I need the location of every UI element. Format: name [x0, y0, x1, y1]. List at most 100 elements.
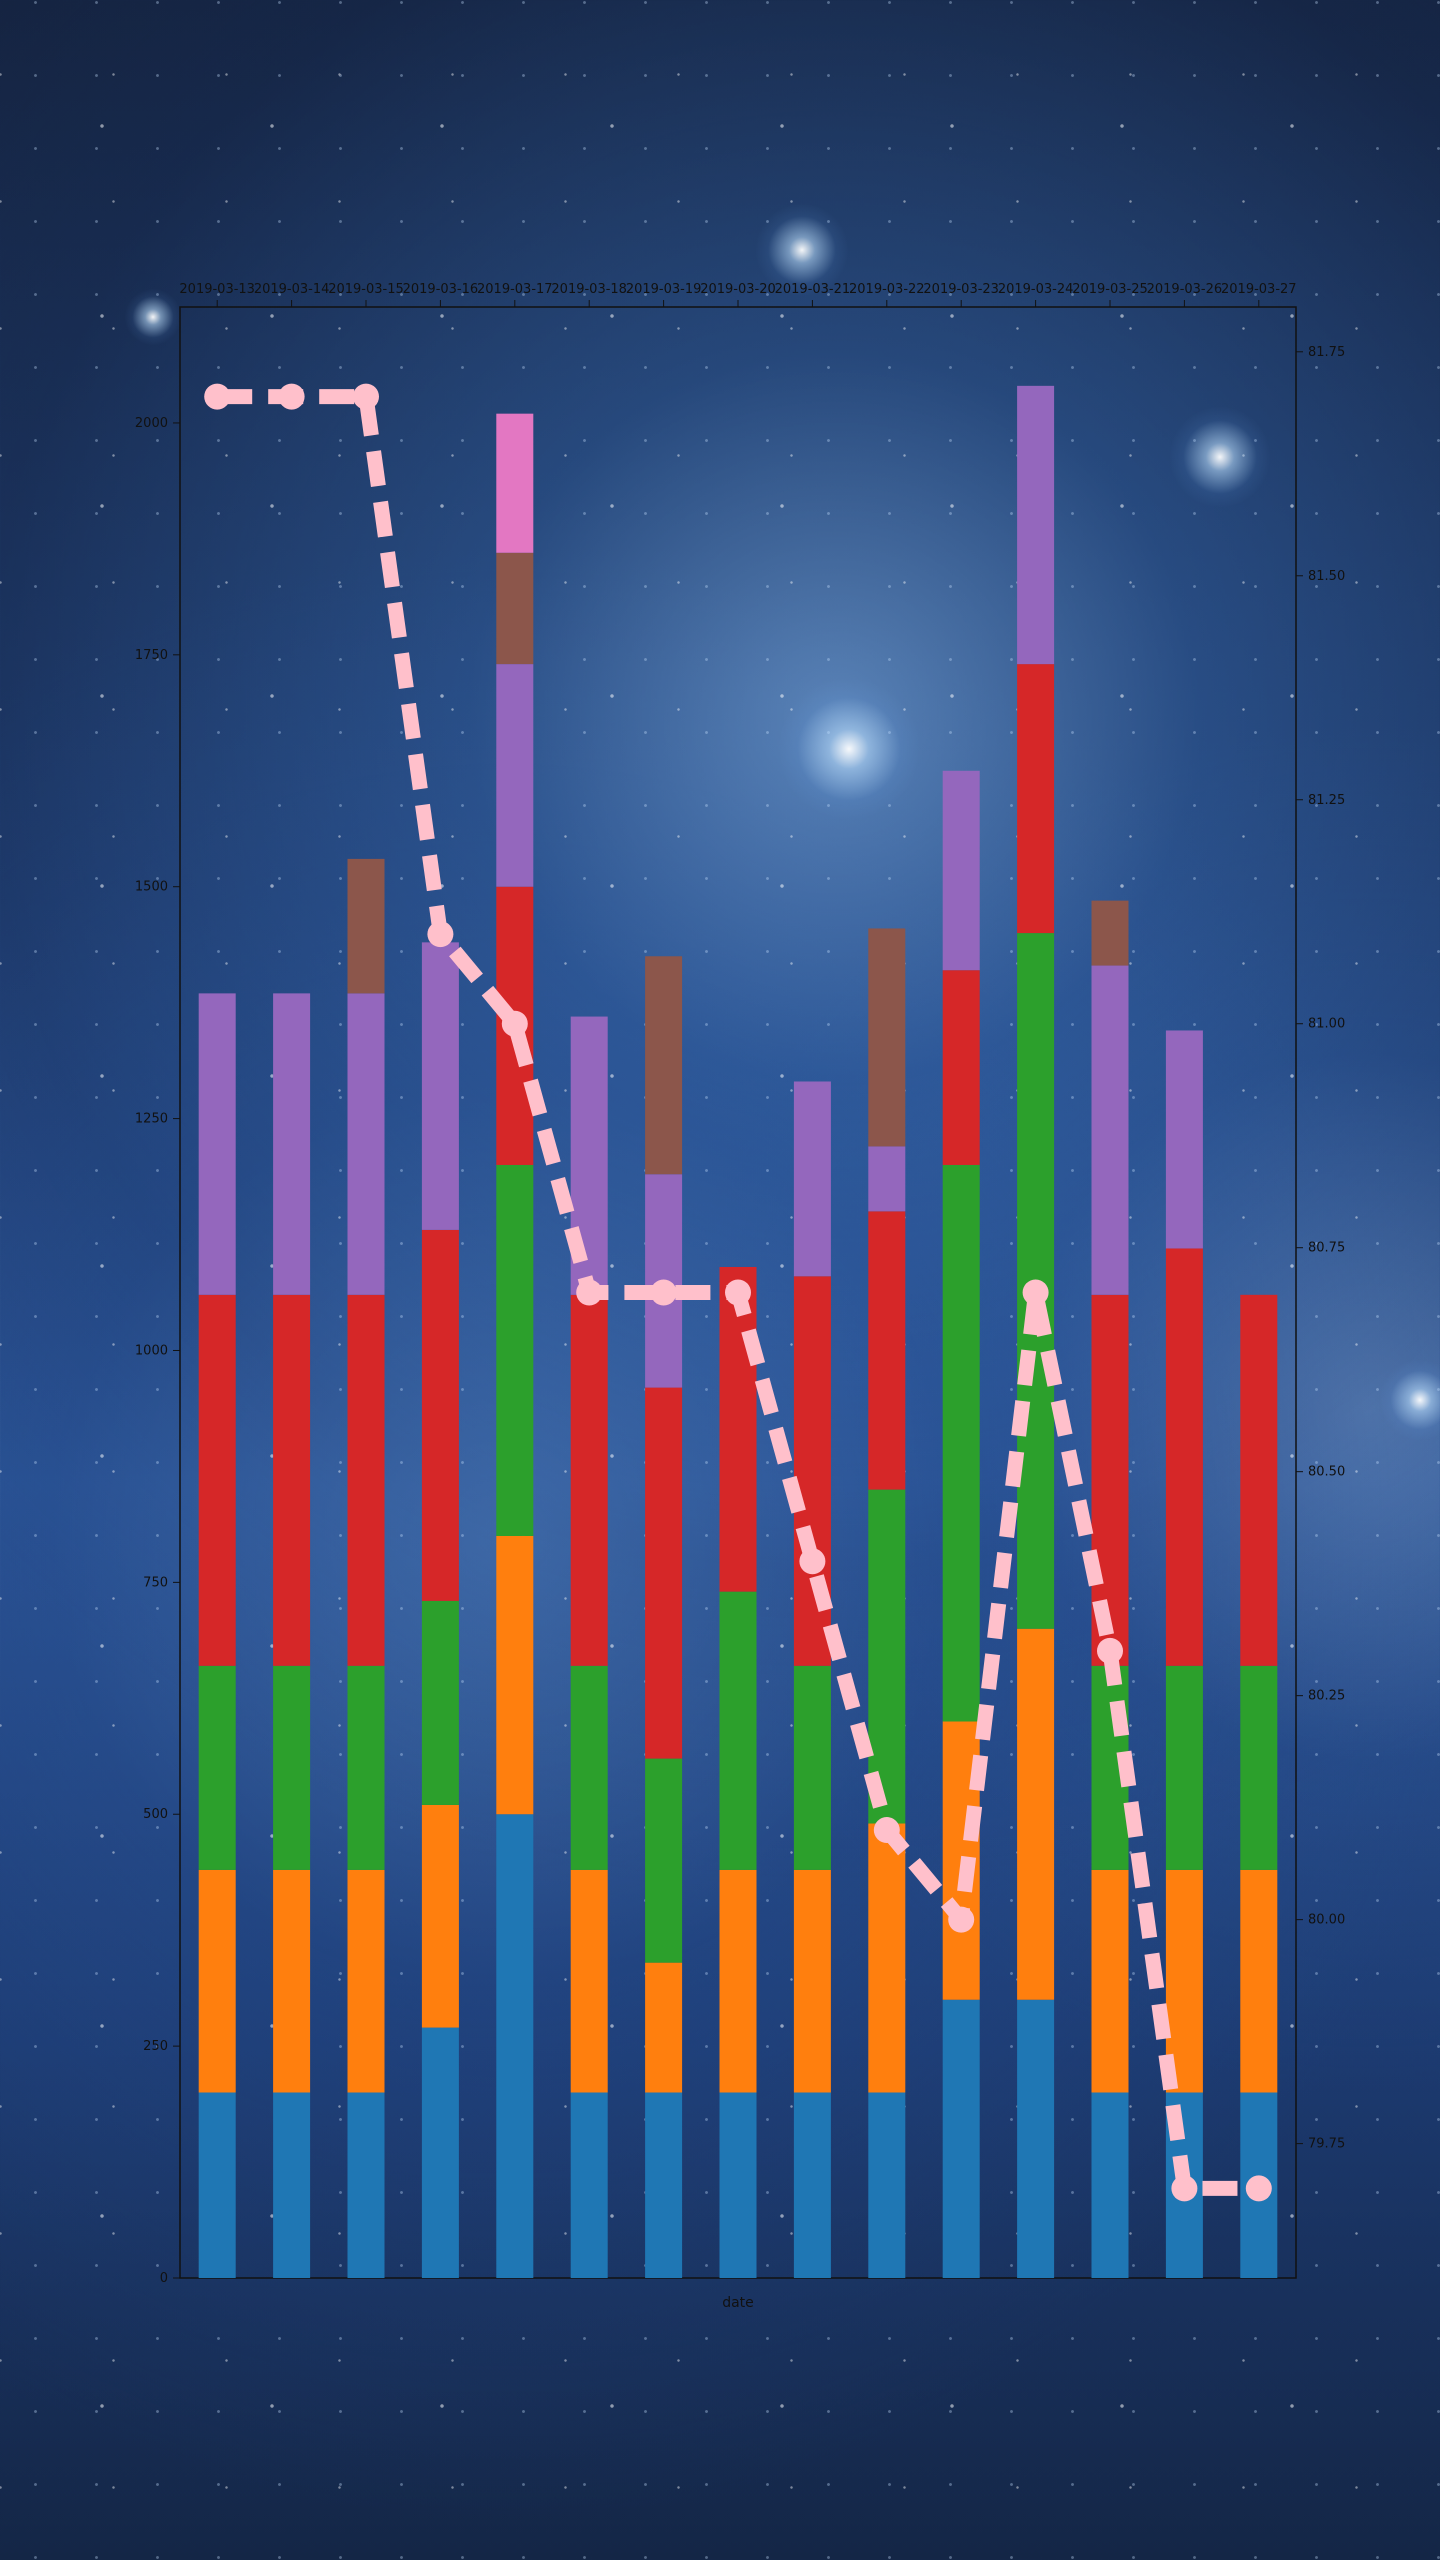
y-tick-label: 2000 — [135, 416, 168, 431]
x-tick-label: 2019-03-17 — [477, 282, 553, 297]
bar-segment — [942, 1164, 980, 1722]
bar-segment — [496, 1814, 534, 2278]
y2-tick-label: 80.00 — [1308, 1913, 1345, 1928]
bar-segment — [1091, 2092, 1129, 2278]
bar-segment — [273, 1665, 311, 1870]
line-point — [427, 921, 454, 948]
line-point — [799, 1548, 826, 1575]
bar-segment — [421, 1600, 459, 1805]
y-tick-label: 1250 — [135, 1112, 168, 1127]
x-tick-label: 2019-03-21 — [775, 282, 851, 297]
bar-segment — [496, 552, 534, 665]
bar-segment — [793, 1665, 831, 1870]
bar-segment — [645, 1758, 683, 1963]
bar-segment — [1017, 664, 1055, 934]
line-point — [1022, 1279, 1049, 1306]
x-tick-label: 2019-03-22 — [849, 282, 925, 297]
bar-segment — [273, 1294, 311, 1666]
bar-segment — [1165, 1030, 1203, 1249]
x-tick-label: 2019-03-13 — [179, 282, 255, 297]
bar-segment — [868, 1489, 906, 1824]
bar-segment — [198, 993, 236, 1295]
bar-segment — [719, 2092, 757, 2278]
bar-segment — [645, 1387, 683, 1759]
line-point — [873, 1817, 900, 1844]
y-tick-label: 750 — [143, 1575, 168, 1590]
bar-segment — [570, 1294, 608, 1666]
y2-tick-label: 80.75 — [1308, 1241, 1345, 1256]
bar-segment — [719, 1266, 757, 1592]
bar-segment — [793, 2092, 831, 2278]
bar-segment — [1017, 1999, 1055, 2278]
bar-segment — [198, 2092, 236, 2278]
bar-segment — [868, 1146, 906, 1212]
bar-segment — [347, 2092, 385, 2278]
bar-segment — [273, 2092, 311, 2278]
x-tick-label: 2019-03-24 — [998, 282, 1074, 297]
bar-segment — [198, 1869, 236, 2093]
bar-segment — [1240, 1869, 1278, 2093]
y-tick-label: 0 — [160, 2271, 168, 2286]
y-tick-label: 250 — [143, 2039, 168, 2054]
bar-segment — [868, 928, 906, 1147]
line-point — [650, 1279, 677, 1306]
bars — [198, 385, 1278, 2278]
bar-segment — [645, 956, 683, 1175]
bar-segment — [1091, 900, 1129, 966]
y-axis-right: 79.75 80.00 80.25 80.50 80.75 81.00 81.25 81.50… — [1296, 345, 1345, 2152]
x-tick-label: 2019-03-14 — [254, 282, 330, 297]
y-tick-label: 1000 — [135, 1343, 168, 1358]
bar-segment — [1091, 965, 1129, 1295]
bar-segment — [719, 1591, 757, 1870]
bar-segment — [347, 1665, 385, 1870]
bar-segment — [793, 1081, 831, 1277]
bar-segment — [1240, 1294, 1278, 1666]
line-point — [948, 1906, 975, 1933]
line-point — [725, 1279, 751, 1306]
bar-segment — [496, 1535, 534, 1815]
bar-segment — [1017, 385, 1055, 665]
bar-segment — [347, 1294, 385, 1666]
x-tick-label: 2019-03-15 — [328, 282, 404, 297]
line-point — [576, 1279, 603, 1306]
line-point — [204, 383, 231, 410]
bar-segment — [496, 664, 534, 887]
x-tick-label: 2019-03-20 — [700, 282, 776, 297]
y2-tick-label: 80.50 — [1308, 1465, 1345, 1480]
y-tick-label: 1500 — [135, 880, 168, 895]
y2-tick-label: 81.25 — [1308, 793, 1345, 808]
line-point — [501, 1010, 528, 1037]
bar-segment — [421, 2027, 459, 2278]
y-tick-label: 500 — [143, 1807, 168, 1822]
bar-segment — [570, 1869, 608, 2093]
bar-segment — [793, 1869, 831, 2093]
y-tick-label: 1750 — [135, 648, 168, 663]
bar-segment — [1017, 1628, 1055, 2000]
x-axis-label: date — [722, 2295, 754, 2311]
x-tick-label: 2019-03-26 — [1147, 282, 1223, 297]
bar-segment — [496, 1164, 534, 1536]
bar-segment — [198, 1294, 236, 1666]
line-point — [1171, 2175, 1198, 2202]
x-tick-label: 2019-03-18 — [551, 282, 627, 297]
line-point — [353, 383, 379, 410]
x-tick-label: 2019-03-23 — [923, 282, 999, 297]
bar-segment — [496, 413, 534, 553]
bar-segment — [868, 1211, 906, 1490]
line-point — [1245, 2175, 1272, 2202]
x-tick-label: 2019-03-19 — [626, 282, 702, 297]
bar-segment — [719, 1869, 757, 2093]
bar-segment — [942, 1999, 980, 2278]
bar-segment — [868, 1823, 906, 2093]
bar-segment — [347, 858, 385, 994]
line-point — [278, 383, 305, 410]
bar-segment — [347, 1869, 385, 2093]
bar-segment — [1091, 1869, 1129, 2093]
bar-segment — [421, 1229, 459, 1601]
line-point — [1097, 1637, 1123, 1664]
x-axis-top: 2019-03-132019-03-142019-03-152019-03-16… — [179, 282, 1297, 307]
bar-segment — [1165, 1665, 1203, 1870]
bar-segment — [1240, 1665, 1278, 1870]
line-series — [204, 383, 1272, 2202]
bar-segment — [570, 1665, 608, 1870]
